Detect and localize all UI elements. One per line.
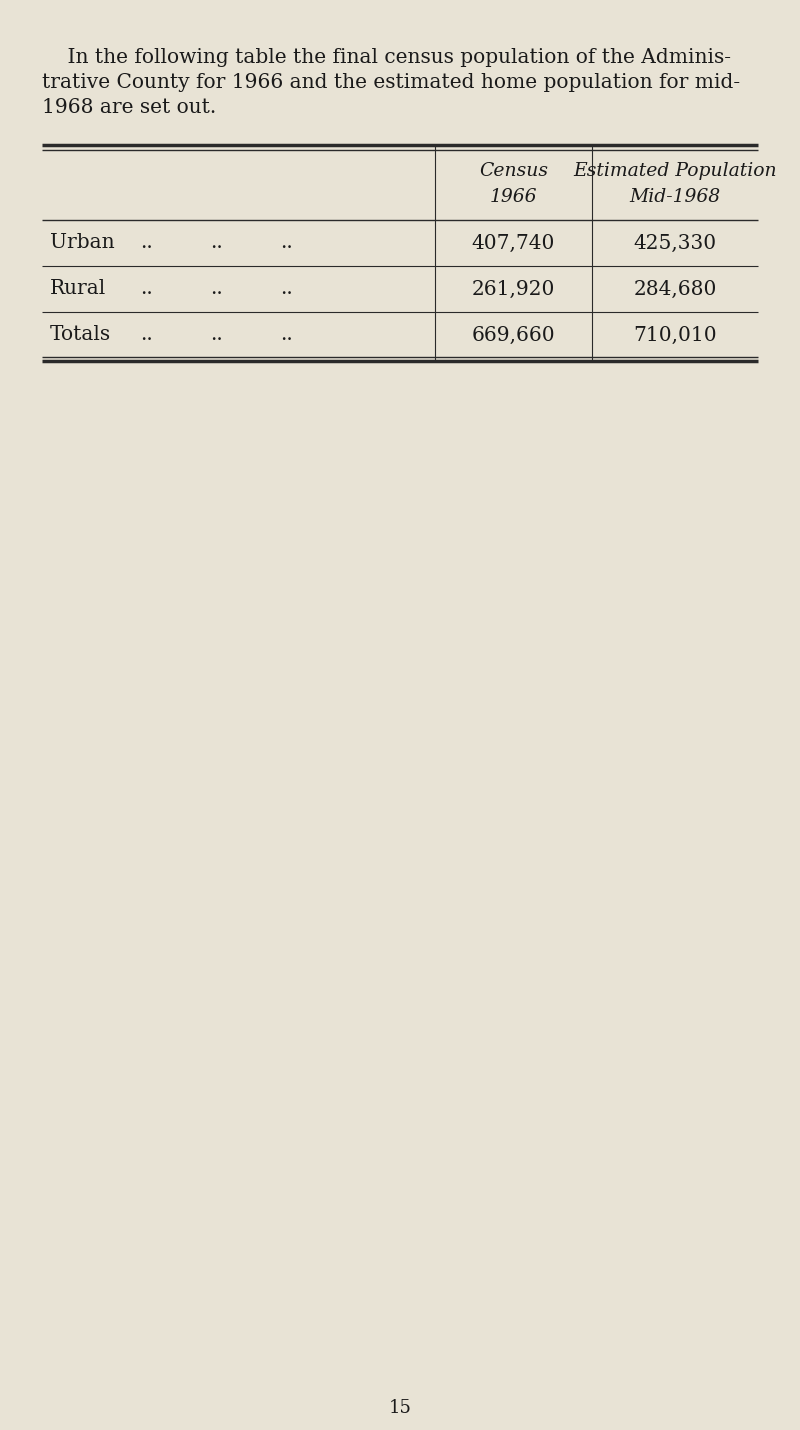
Text: 407,740: 407,740 [472, 233, 555, 253]
Text: 261,920: 261,920 [472, 279, 555, 299]
Text: ..: .. [281, 233, 294, 253]
Text: Census
1966: Census 1966 [479, 163, 548, 206]
Text: Totals: Totals [50, 326, 111, 345]
Text: 710,010: 710,010 [633, 326, 717, 345]
Text: ..: .. [210, 326, 223, 345]
Text: ..: .. [141, 326, 154, 345]
Text: ..: .. [281, 279, 294, 299]
Text: In the following table the final census population of the Adminis-: In the following table the final census … [42, 49, 731, 67]
Text: ..: .. [141, 279, 154, 299]
Text: 669,660: 669,660 [472, 326, 555, 345]
Text: ..: .. [210, 279, 223, 299]
Text: Rural: Rural [50, 279, 106, 299]
Text: 284,680: 284,680 [634, 279, 717, 299]
Text: ..: .. [210, 233, 223, 253]
Text: 425,330: 425,330 [634, 233, 717, 253]
Text: Urban: Urban [50, 233, 114, 253]
Text: trative County for 1966 and the estimated home population for mid-: trative County for 1966 and the estimate… [42, 73, 740, 92]
Text: ..: .. [141, 233, 154, 253]
Text: 15: 15 [389, 1399, 411, 1417]
Text: ..: .. [281, 326, 294, 345]
Text: 1968 are set out.: 1968 are set out. [42, 99, 216, 117]
Text: Estimated Population
Mid-1968: Estimated Population Mid-1968 [573, 163, 777, 206]
